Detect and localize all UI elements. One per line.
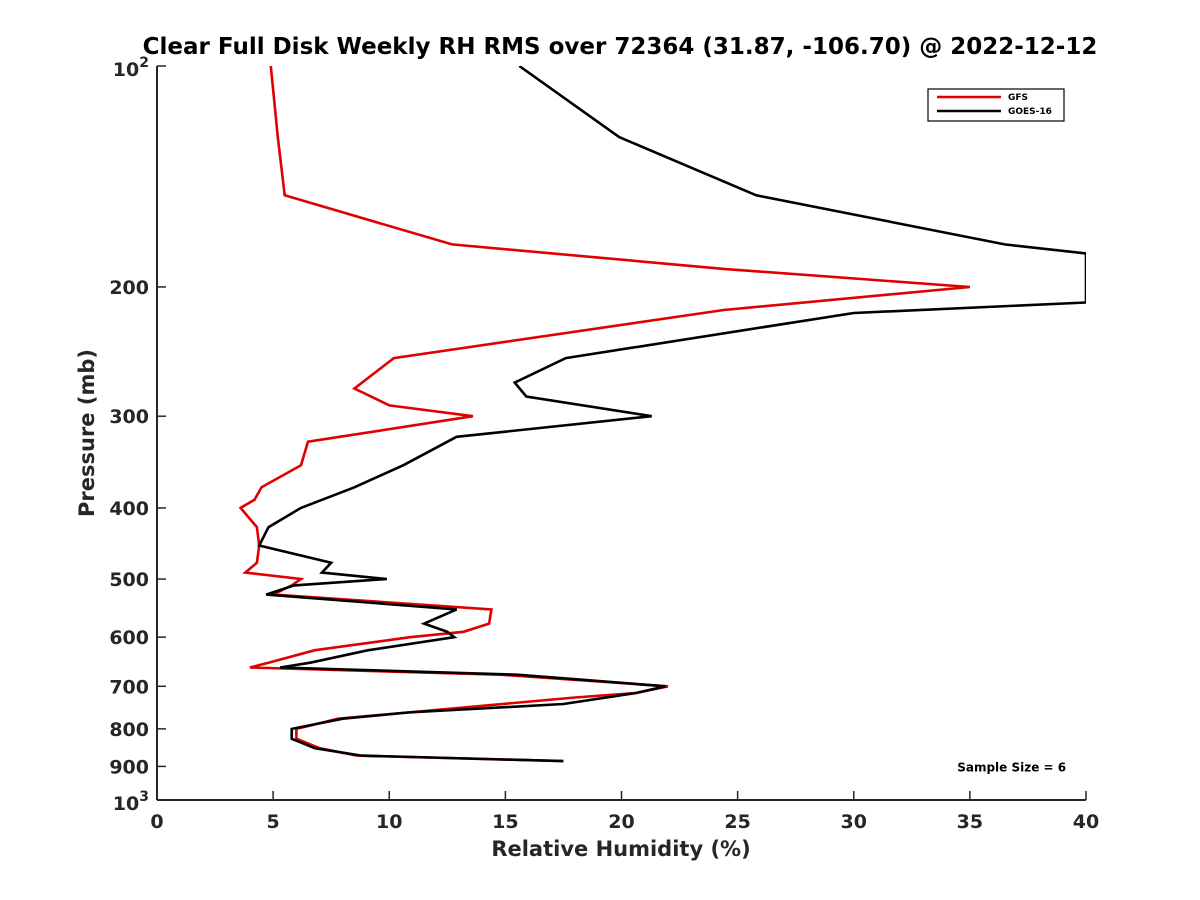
x-tick-label: 5 xyxy=(267,811,280,833)
y-tick-label: 102 xyxy=(113,55,149,81)
legend-box xyxy=(927,88,1065,122)
x-tick-label: 30 xyxy=(841,811,867,833)
y-ticks: 102 200 300 400 500 600 700 800 900 103 xyxy=(109,55,166,815)
chart-title: Clear Full Disk Weekly RH RMS over 72364… xyxy=(143,34,1098,60)
x-tick-label: 10 xyxy=(376,811,402,833)
y-tick-label: 103 xyxy=(113,789,149,815)
y-tick-label: 900 xyxy=(109,756,149,778)
y-tick-label: 600 xyxy=(109,627,149,649)
plot-background xyxy=(157,66,1086,800)
y-tick-label: 500 xyxy=(109,569,149,591)
legend: GFS GOES-16 xyxy=(927,88,1065,122)
legend-label-gfs: GFS xyxy=(1008,93,1028,103)
x-tick-label: 20 xyxy=(608,811,634,833)
x-tick-label: 0 xyxy=(150,811,163,833)
x-tick-label: 40 xyxy=(1073,811,1099,833)
series-group xyxy=(238,66,1086,763)
x-axis-label: Relative Humidity (%) xyxy=(491,837,750,861)
y-tick-label: 300 xyxy=(109,406,149,428)
y-tick-label: 200 xyxy=(109,277,149,299)
y-tick-label: 700 xyxy=(109,676,149,698)
series-line-gfs xyxy=(238,66,971,763)
x-tick-label: 15 xyxy=(492,811,518,833)
y-tick-label: 800 xyxy=(109,719,149,741)
x-tick-label: 35 xyxy=(957,811,983,833)
y-axis-label: Pressure (mb) xyxy=(75,349,99,517)
x-tick-label: 25 xyxy=(724,811,750,833)
sample-size-annotation: Sample Size = 6 xyxy=(957,760,1066,774)
plot-area xyxy=(156,66,1086,801)
x-ticks: 0 5 10 15 20 25 30 35 40 xyxy=(150,791,1099,833)
legend-label-goes16: GOES-16 xyxy=(1008,107,1052,117)
y-tick-label: 400 xyxy=(109,498,149,520)
series-line-goes16 xyxy=(257,66,1086,763)
